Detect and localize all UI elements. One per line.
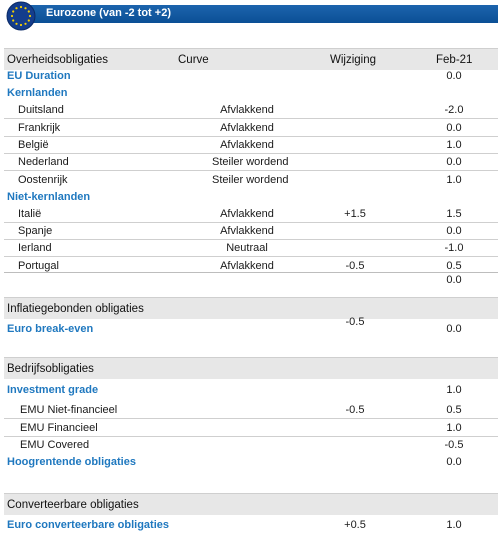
table-row: Ierland Neutraal -1.0 xyxy=(4,239,498,257)
table-row: Oostenrijk Steiler wordend 1.0 xyxy=(4,171,498,189)
hoogrentende-label: Hoogrentende obligaties xyxy=(7,456,136,468)
header-bar xyxy=(20,5,498,23)
feb-value: 0.5 xyxy=(446,404,462,416)
table-row: Frankrijk Afvlakkend 0.0 xyxy=(4,119,498,137)
country-label: Oostenrijk xyxy=(18,174,68,186)
feb-value: 0.5 xyxy=(446,260,462,272)
col-header-curve: Curve xyxy=(178,54,209,66)
table-row: EMU Financieel 1.0 xyxy=(4,419,498,437)
category-label: EMU Covered xyxy=(20,439,90,451)
hoogrentende-row: Hoogrentende obligaties 0.0 xyxy=(4,453,498,471)
feb-value: 1.0 xyxy=(446,384,462,396)
page-title: Eurozone (van -2 tot +2) xyxy=(46,7,171,19)
feb-value: 0.0 xyxy=(446,323,462,335)
table-row: Portugal Afvlakkend -0.5 0.5 xyxy=(4,257,498,275)
country-label: Portugal xyxy=(18,260,59,272)
section-header-converteerbaar: Converteerbare obligaties xyxy=(4,493,498,515)
break-even-row: Euro break-even 0.0 xyxy=(4,320,498,338)
change-value: +0.5 xyxy=(344,519,366,531)
row-divider xyxy=(4,272,498,273)
change-value: -0.5 xyxy=(345,316,365,328)
change-value: -0.5 xyxy=(345,404,365,416)
feb-value: -0.5 xyxy=(444,439,464,451)
curve-value: Afvlakkend xyxy=(220,139,274,151)
feb-value: 1.0 xyxy=(446,174,462,186)
country-label: Spanje xyxy=(18,225,53,237)
extra-row: 0.0 xyxy=(4,271,498,289)
table-row: EMU Covered -0.5 xyxy=(4,436,498,454)
feb-value: 0.0 xyxy=(446,122,462,134)
break-even-change-row: -0.5 xyxy=(4,313,498,331)
country-label: Frankrijk xyxy=(18,122,61,134)
change-value: +1.5 xyxy=(344,208,366,220)
curve-value: Afvlakkend xyxy=(220,225,274,237)
niet-kernlanden-row: Niet-kernlanden xyxy=(4,188,498,206)
niet-kernlanden-label: Niet-kernlanden xyxy=(7,191,91,203)
feb-value: 0.0 xyxy=(446,274,462,286)
feb-value: 1.0 xyxy=(446,422,462,434)
kernlanden-label: Kernlanden xyxy=(7,87,68,99)
table-header-row: Overheidsobligaties Curve Wijziging Feb-… xyxy=(4,48,498,70)
curve-value: Afvlakkend xyxy=(220,104,274,116)
curve-value: Afvlakkend xyxy=(220,260,274,272)
country-label: Duitsland xyxy=(18,104,64,116)
feb-value: 1.0 xyxy=(446,519,462,531)
section-title: Inflatiegebonden obligaties xyxy=(7,303,144,315)
table-row: Nederland Steiler wordend 0.0 xyxy=(4,153,498,171)
eu-duration-row: EU Duration 0.0 xyxy=(4,67,498,85)
curve-value: Afvlakkend xyxy=(220,122,274,134)
category-label: EMU Niet-financieel xyxy=(20,404,118,416)
table-row: EMU Niet-financieel -0.5 0.5 xyxy=(4,401,498,419)
converteerbaar-row: Euro converteerbare obligaties +0.5 1.0 xyxy=(4,516,498,534)
col-header-wijziging: Wijziging xyxy=(330,54,377,66)
table-row: Spanje Afvlakkend 0.0 xyxy=(4,222,498,240)
section-header-bedrijf: Bedrijfsobligaties xyxy=(4,357,498,379)
change-value: -0.5 xyxy=(345,260,365,272)
feb-value: -1.0 xyxy=(444,242,464,254)
eu-duration-feb: 0.0 xyxy=(446,70,462,82)
investment-grade-row: Investment grade 1.0 xyxy=(4,381,498,399)
country-label: België xyxy=(18,139,49,151)
break-even-label: Euro break-even xyxy=(7,323,94,335)
curve-value: Afvlakkend xyxy=(220,208,274,220)
feb-value: 0.0 xyxy=(446,156,462,168)
table-row: Duitsland Afvlakkend -2.0 xyxy=(4,101,498,119)
country-label: Ierland xyxy=(18,242,52,254)
feb-value: -2.0 xyxy=(444,104,464,116)
curve-value: Steiler wordend xyxy=(212,156,289,168)
table-row: België Afvlakkend 1.0 xyxy=(4,136,498,154)
investment-grade-label: Investment grade xyxy=(7,384,99,396)
table-row: Italië Afvlakkend +1.5 1.5 xyxy=(4,205,498,223)
feb-value: 0.0 xyxy=(446,225,462,237)
section-title: Converteerbare obligaties xyxy=(7,499,139,511)
col-header-feb: Feb-21 xyxy=(436,54,473,66)
category-label: EMU Financieel xyxy=(20,422,98,434)
col-header-overheid: Overheidsobligaties xyxy=(7,54,109,66)
page-header: Eurozone (van -2 tot +2) xyxy=(0,0,498,31)
kernlanden-row: Kernlanden xyxy=(4,84,498,102)
section-title: Bedrijfsobligaties xyxy=(7,363,94,375)
curve-value: Steiler wordend xyxy=(212,174,289,186)
country-label: Nederland xyxy=(18,156,69,168)
feb-value: 0.0 xyxy=(446,456,462,468)
eu-flag-icon xyxy=(6,1,36,31)
feb-value: 1.5 xyxy=(446,208,462,220)
country-label: Italië xyxy=(18,208,42,220)
curve-value: Neutraal xyxy=(226,242,268,254)
feb-value: 1.0 xyxy=(446,139,462,151)
eu-duration-label: EU Duration xyxy=(7,70,71,82)
section-header-inflatie: Inflatiegebonden obligaties xyxy=(4,297,498,319)
converteerbaar-label: Euro converteerbare obligaties xyxy=(7,519,169,531)
